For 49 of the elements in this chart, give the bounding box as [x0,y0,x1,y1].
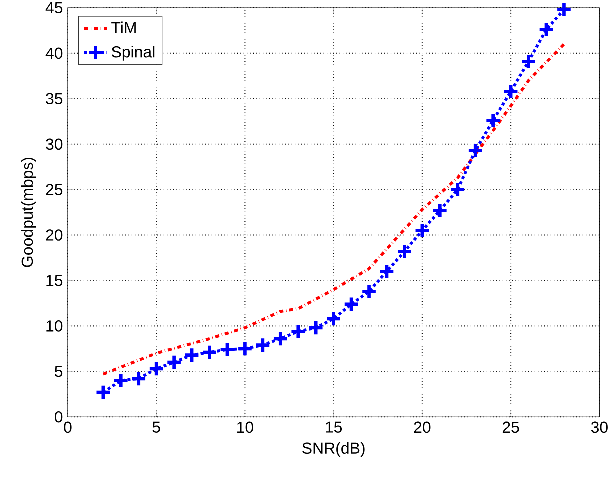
y-tick-label: 40 [46,48,63,60]
y-tick-label: 15 [46,275,63,286]
y-tick-label: 5 [55,366,63,378]
point [290,323,307,340]
point [254,336,272,354]
point [467,142,484,160]
point [148,360,165,378]
y-axis-title: Goodput(mbps) [21,158,36,268]
point [485,112,502,130]
y-tick-label: 35 [46,93,63,105]
point [201,344,218,361]
y-tick-label: 45 [46,2,63,14]
point [272,330,289,348]
x-axis-title: SNR(dB) [302,442,365,458]
legend-label: Spinal [112,46,155,61]
point [343,296,360,313]
point [130,370,148,388]
line-series [102,42,566,376]
point [166,354,183,371]
point [414,222,431,240]
y-tick-label: 0 [54,411,63,423]
point [432,202,448,220]
x-tick-label: 5 [152,422,160,433]
x-tick-label: 10 [238,422,254,434]
x-tick-label: 15 [326,422,342,433]
x-tick-label: 30 [591,422,608,434]
x-tick-label: 0 [64,422,72,434]
point [396,243,414,260]
point [308,320,324,336]
point [325,310,342,328]
x-tick-label: 20 [414,422,431,434]
point [538,21,555,38]
y-tick-label: 30 [46,138,63,150]
y-tick-label: 10 [46,320,63,332]
y-tick-label: 20 [46,230,63,241]
point [236,340,254,358]
point [502,83,520,100]
point [378,263,396,280]
point [450,181,466,198]
point [95,384,112,401]
legend-label: TiM [112,22,136,34]
y-tick-label: 25 [46,184,63,196]
point [219,341,236,358]
point [360,283,378,300]
point [112,372,130,390]
point [556,1,573,18]
point [520,53,538,70]
point [184,346,200,364]
x-tick-label: 25 [502,422,520,434]
